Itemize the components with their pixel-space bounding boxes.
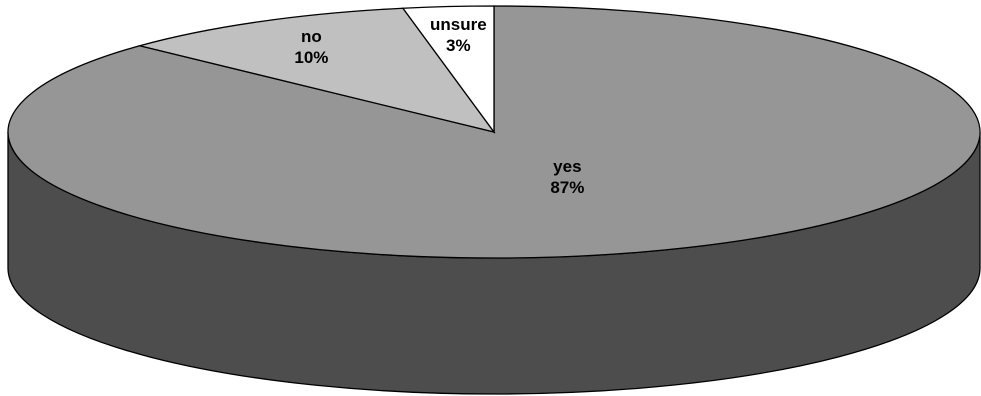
slice-label-yes: yes bbox=[553, 157, 581, 176]
slice-percent-no: 10% bbox=[294, 48, 328, 67]
slice-percent-yes: 87% bbox=[550, 178, 584, 197]
slice-percent-unsure: 3% bbox=[446, 36, 471, 55]
slice-label-no: no bbox=[301, 27, 322, 46]
slice-label-unsure: unsure bbox=[430, 15, 487, 34]
pie-slice-yes bbox=[7, 5, 981, 259]
pie-slice-no bbox=[137, 7, 496, 134]
pie-slice-unsure bbox=[401, 5, 495, 134]
